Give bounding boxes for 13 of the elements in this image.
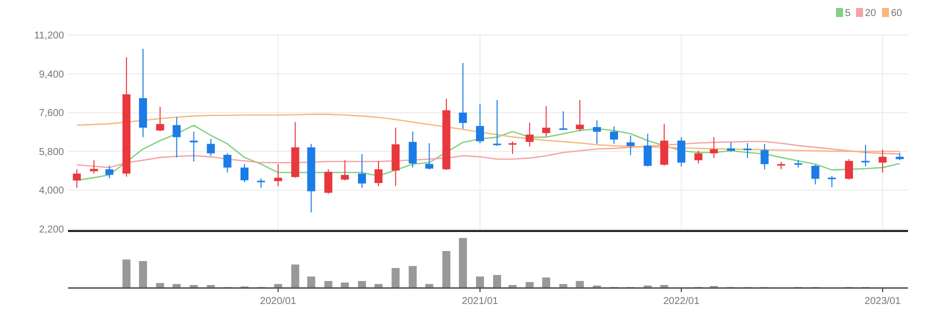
legend-label: 20 — [865, 8, 877, 19]
x-tick-label: 2022/01 — [663, 296, 700, 307]
y-tick-label: 2,200 — [38, 224, 64, 236]
y-tick-label: 9,400 — [38, 69, 64, 80]
y-tick-label: 11,200 — [34, 30, 64, 42]
legend-label: 5 — [845, 8, 851, 19]
x-tick-label: 2021/01 — [462, 296, 499, 307]
x-tick-label: 2020/01 — [260, 296, 297, 307]
legend-label: 60 — [891, 8, 903, 19]
y-tick-label: 7,600 — [38, 108, 64, 120]
y-tick-label: 5,800 — [38, 146, 64, 158]
x-tick-label: 2023/01 — [864, 296, 902, 307]
y-tick-label: 4,000 — [38, 186, 64, 197]
